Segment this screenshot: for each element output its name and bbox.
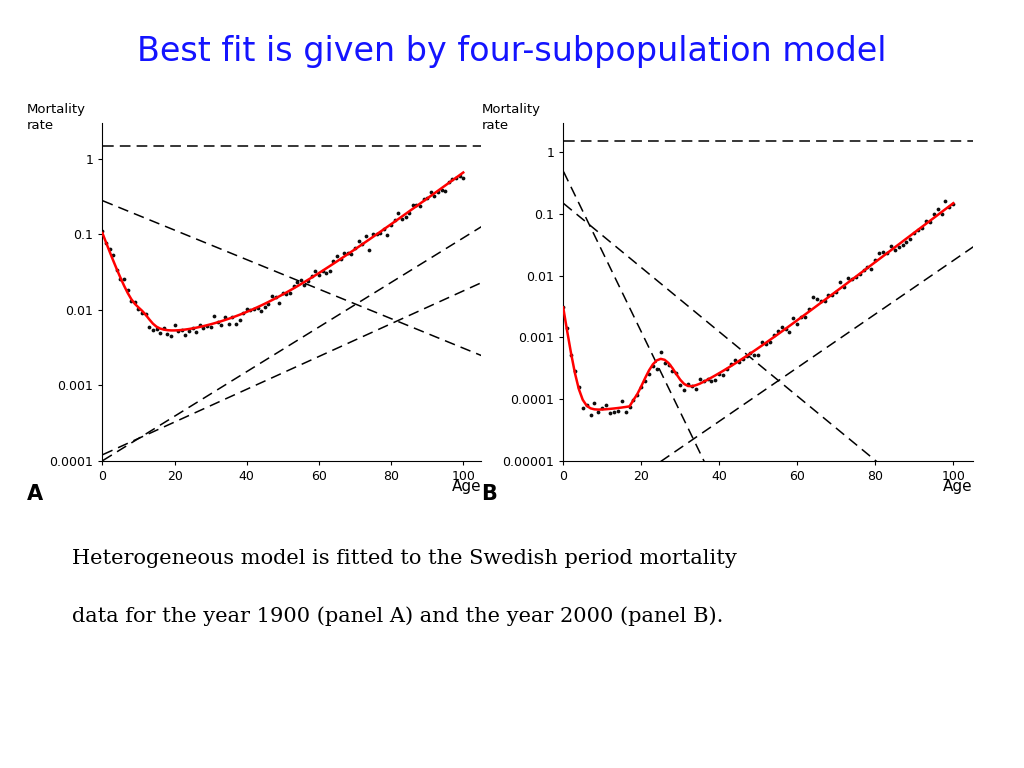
Text: data for the year 1900 (panel A) and the year 2000 (panel B).: data for the year 1900 (panel A) and the…: [72, 607, 723, 627]
Text: Mortality
rate: Mortality rate: [481, 103, 541, 131]
Text: Heterogeneous model is fitted to the Swedish period mortality: Heterogeneous model is fitted to the Swe…: [72, 549, 736, 568]
Text: Best fit is given by four-subpopulation model: Best fit is given by four-subpopulation …: [137, 35, 887, 68]
Text: Mortality
rate: Mortality rate: [27, 103, 86, 131]
Text: A: A: [27, 485, 43, 505]
Text: Age: Age: [452, 479, 481, 495]
Text: B: B: [481, 485, 498, 505]
Text: Age: Age: [943, 479, 973, 495]
